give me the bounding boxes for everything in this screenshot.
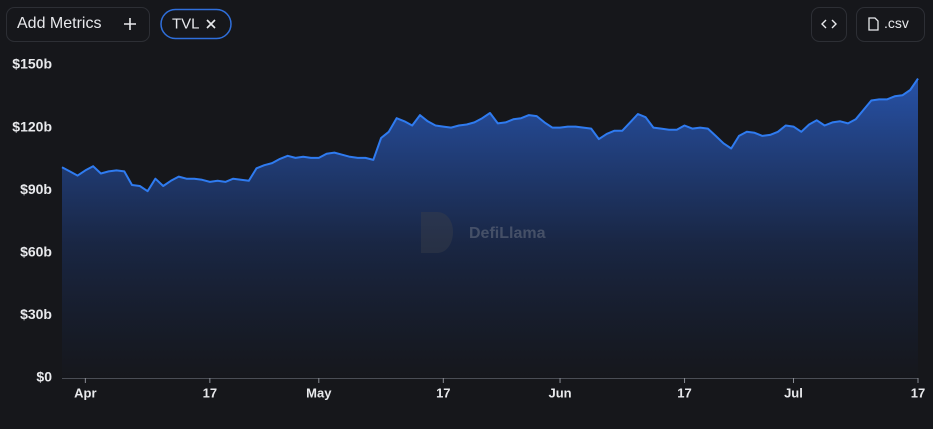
- y-tick-label: $30b: [20, 306, 52, 322]
- y-tick-label: $150b: [12, 56, 52, 72]
- x-tick-label: May: [306, 385, 332, 400]
- x-tick-label: 17: [911, 385, 925, 400]
- button-label: .csv: [884, 15, 909, 31]
- y-tick-label: $60b: [20, 244, 52, 260]
- code-icon: [821, 19, 837, 29]
- watermark: DefiLlama: [421, 212, 546, 253]
- y-tick-label: $120b: [12, 118, 52, 134]
- embed-button[interactable]: [811, 7, 847, 42]
- x-tick-label: Jun: [548, 385, 571, 400]
- button-frame: [856, 7, 925, 42]
- chip-label: TVL: [172, 15, 200, 32]
- x-tick-label: Jul: [784, 385, 803, 400]
- watermark-text: DefiLlama: [469, 225, 546, 242]
- plus-icon: [124, 18, 136, 30]
- x-tick-label: 17: [203, 385, 217, 400]
- chip-frame: [160, 8, 232, 40]
- y-tick-label: $90b: [20, 181, 52, 197]
- csv-button[interactable]: .csv: [856, 7, 925, 42]
- x-tick-label: 17: [436, 385, 450, 400]
- x-tick-label: Apr: [74, 385, 96, 400]
- series-line: [61, 78, 919, 193]
- close-icon[interactable]: [206, 19, 216, 29]
- watermark-logo: [421, 212, 453, 253]
- button-frame: [811, 7, 847, 42]
- add-metrics-button[interactable]: Add Metrics: [6, 7, 150, 42]
- metric-chip[interactable]: TVL: [160, 8, 232, 40]
- y-tick-label: $0: [36, 369, 52, 385]
- plot: $0 $30b $60b $90b $120b $150b Apr 17 May 17 Jun 17 J…: [12, 56, 925, 401]
- button-frame: [6, 7, 150, 42]
- x-tick-label: 17: [677, 385, 691, 400]
- button-label: Add Metrics: [17, 15, 101, 32]
- area-fill: [62, 78, 918, 378]
- file-icon: [868, 17, 879, 31]
